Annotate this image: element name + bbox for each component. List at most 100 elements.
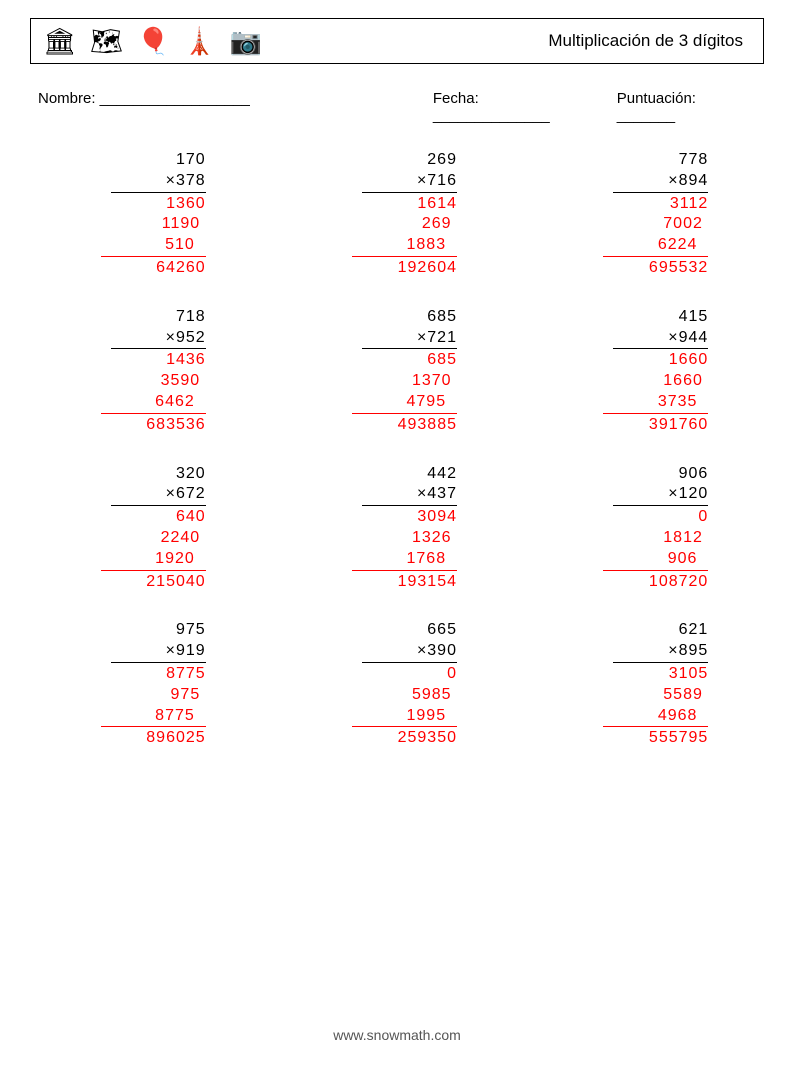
partial-1: 1436 [86, 350, 206, 371]
partial-2: 7002 [588, 214, 708, 235]
partial-3: 1768 [337, 549, 457, 570]
problem-8: 442×43730941326 1768 193154 [337, 464, 457, 593]
multiplier: ×919 [86, 641, 206, 662]
rule-1 [613, 192, 708, 193]
multiplier: ×378 [86, 171, 206, 192]
problem-7: 320×6726402240 1920 215040 [86, 464, 206, 593]
problems-grid: 170×37813601190 510 64260269×7161614269 … [60, 150, 734, 749]
partial-3: 3735 [588, 392, 708, 413]
problem-9: 906×12001812 906 108720 [588, 464, 708, 593]
multiplier: ×944 [588, 328, 708, 349]
multiplicand: 170 [86, 150, 206, 171]
multiplier: ×721 [337, 328, 457, 349]
rule-1 [362, 192, 457, 193]
multiplier: ×894 [588, 171, 708, 192]
date-field: Fecha: ______________ [433, 90, 597, 124]
rule-2 [352, 256, 457, 257]
rule-2 [101, 256, 206, 257]
result: 192604 [337, 258, 457, 279]
rule-2 [603, 726, 708, 727]
problem-2: 269×7161614269 1883 192604 [337, 150, 457, 279]
multiplicand: 320 [86, 464, 206, 485]
score-field: Puntuación: _______ [617, 90, 756, 124]
multiplier: ×952 [86, 328, 206, 349]
multiplier: ×120 [588, 484, 708, 505]
result: 493885 [337, 415, 457, 436]
result: 215040 [86, 572, 206, 593]
rule-1 [362, 505, 457, 506]
partial-2: 5985 [337, 685, 457, 706]
partial-2: 1660 [588, 371, 708, 392]
multiplier: ×437 [337, 484, 457, 505]
partial-3: 8775 [86, 706, 206, 727]
multiplicand: 778 [588, 150, 708, 171]
problem-6: 415×94416601660 3735 391760 [588, 307, 708, 436]
rule-2 [352, 726, 457, 727]
partial-3: 1920 [86, 549, 206, 570]
result: 683536 [86, 415, 206, 436]
problem-3: 778×89431127002 6224 695532 [588, 150, 708, 279]
problem-1: 170×37813601190 510 64260 [86, 150, 206, 279]
rule-1 [111, 192, 206, 193]
rule-1 [613, 348, 708, 349]
rule-1 [362, 662, 457, 663]
partial-1: 685 [337, 350, 457, 371]
rule-2 [101, 726, 206, 727]
multiplicand: 718 [86, 307, 206, 328]
multiplier: ×895 [588, 641, 708, 662]
result: 896025 [86, 728, 206, 749]
footer-url: www.snowmath.com [0, 1027, 794, 1043]
multiplier: ×390 [337, 641, 457, 662]
multiplicand: 685 [337, 307, 457, 328]
multiplicand: 906 [588, 464, 708, 485]
result: 259350 [337, 728, 457, 749]
rule-1 [111, 348, 206, 349]
partial-1: 1660 [588, 350, 708, 371]
partial-2: 1326 [337, 528, 457, 549]
problem-11: 665×39005985 1995 259350 [337, 620, 457, 749]
problem-4: 718×95214363590 6462 683536 [86, 307, 206, 436]
partial-3: 906 [588, 549, 708, 570]
problem-10: 975×9198775975 8775 896025 [86, 620, 206, 749]
partial-2: 1190 [86, 214, 206, 235]
partial-2: 975 [86, 685, 206, 706]
name-field: Nombre: __________________ [38, 90, 433, 124]
rule-2 [352, 570, 457, 571]
partial-1: 0 [588, 507, 708, 528]
rule-2 [603, 413, 708, 414]
header-icons: 🏛 🗺 🎈 🗼 📷 [43, 26, 262, 57]
multiplier: ×672 [86, 484, 206, 505]
partial-2: 3590 [86, 371, 206, 392]
camera-icon: 📷 [230, 26, 262, 57]
partial-1: 1614 [337, 194, 457, 215]
rule-1 [362, 348, 457, 349]
rule-1 [613, 505, 708, 506]
multiplicand: 975 [86, 620, 206, 641]
partial-3: 510 [86, 235, 206, 256]
rule-1 [111, 505, 206, 506]
rule-2 [101, 570, 206, 571]
multiplicand: 665 [337, 620, 457, 641]
multiplier: ×716 [337, 171, 457, 192]
result: 391760 [588, 415, 708, 436]
result: 555795 [588, 728, 708, 749]
partial-1: 3112 [588, 194, 708, 215]
partial-1: 3105 [588, 664, 708, 685]
problem-5: 685×7216851370 4795 493885 [337, 307, 457, 436]
rule-2 [603, 570, 708, 571]
header-box: 🏛 🗺 🎈 🗼 📷 Multiplicación de 3 dígitos [30, 18, 764, 64]
rule-1 [111, 662, 206, 663]
partial-1: 0 [337, 664, 457, 685]
partial-3: 4968 [588, 706, 708, 727]
multiplicand: 269 [337, 150, 457, 171]
partial-2: 1370 [337, 371, 457, 392]
result: 64260 [86, 258, 206, 279]
passport-icon: 🏛 [43, 26, 76, 57]
worksheet-title: Multiplicación de 3 dígitos [548, 31, 743, 51]
partial-2: 5589 [588, 685, 708, 706]
balloon-icon: 🎈 [137, 26, 169, 57]
partial-2: 1812 [588, 528, 708, 549]
partial-3: 4795 [337, 392, 457, 413]
partial-1: 1360 [86, 194, 206, 215]
result: 695532 [588, 258, 708, 279]
